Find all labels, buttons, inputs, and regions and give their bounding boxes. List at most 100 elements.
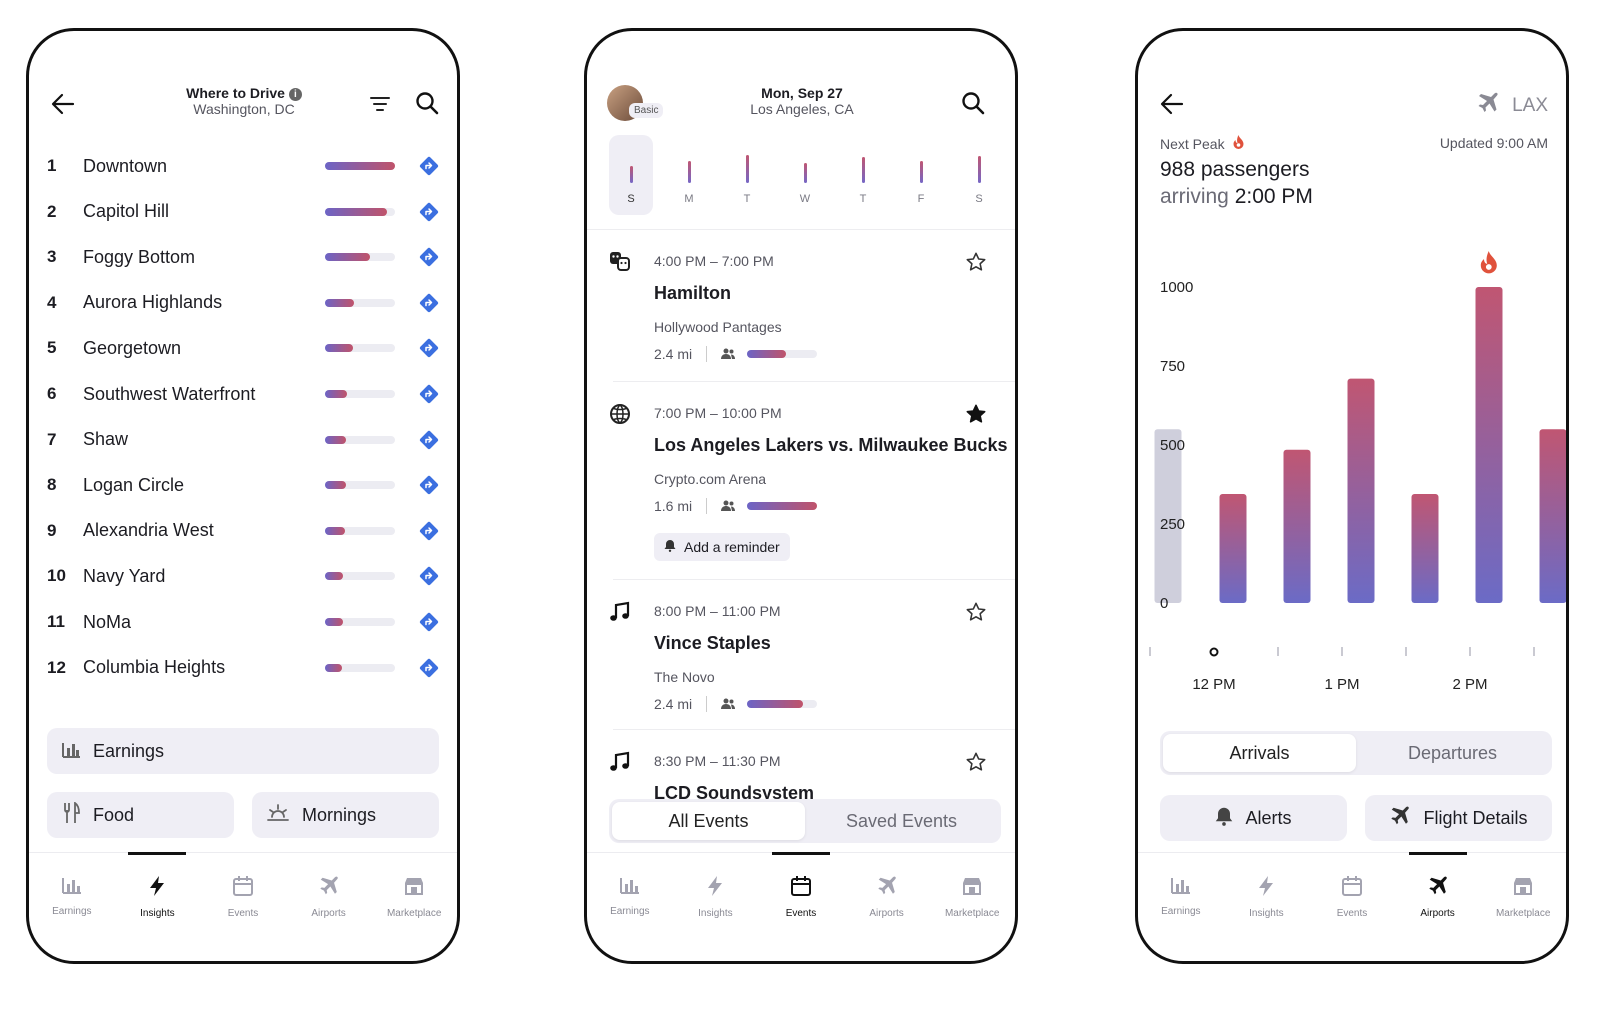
neighborhood-row[interactable]: 3 Foggy Bottom bbox=[47, 234, 439, 280]
neighborhood-row[interactable]: 8 Logan Circle bbox=[47, 462, 439, 508]
info-icon[interactable]: i bbox=[288, 88, 302, 101]
neighborhood-row[interactable]: 2 Capitol Hill bbox=[47, 189, 439, 235]
back-arrow-icon[interactable] bbox=[1160, 93, 1184, 115]
day-selector-5[interactable]: F bbox=[899, 135, 943, 215]
search-icon[interactable] bbox=[961, 91, 985, 115]
neighborhood-rank: 7 bbox=[47, 429, 57, 449]
tab-label: Marketplace bbox=[1495, 908, 1551, 919]
tab-events[interactable]: Events bbox=[758, 852, 844, 961]
marketplace-tab-icon bbox=[961, 875, 983, 900]
y-tick-label: 750 bbox=[1160, 358, 1185, 375]
tab-marketplace[interactable]: Marketplace bbox=[371, 853, 457, 961]
directions-icon[interactable] bbox=[419, 247, 439, 267]
neighborhood-name: Shaw bbox=[83, 429, 129, 450]
crowd-level-bar bbox=[747, 502, 818, 510]
neighborhood-rank: 3 bbox=[47, 247, 57, 267]
y-tick-label: 1000 bbox=[1160, 279, 1193, 296]
filter-icon[interactable] bbox=[369, 95, 391, 113]
neighborhood-row[interactable]: 6 Southwest Waterfront bbox=[47, 371, 439, 417]
neighborhood-list: 1 Downtown 2 Capitol Hill 3 Foggy Bottom 4 Auro… bbox=[29, 143, 457, 711]
chart-bar[interactable] bbox=[1283, 449, 1311, 603]
neighborhood-name: Aurora Highlands bbox=[83, 292, 223, 313]
neighborhood-row[interactable]: 12 Columbia Heights bbox=[47, 645, 439, 691]
alerts-button[interactable]: Alerts bbox=[1160, 795, 1347, 841]
saved-events-tab[interactable]: Saved Events bbox=[845, 810, 958, 831]
neighborhood-row[interactable]: 4 Aurora Highlands bbox=[47, 280, 439, 326]
back-arrow-icon[interactable] bbox=[51, 93, 75, 115]
directions-icon[interactable] bbox=[419, 566, 439, 586]
tab-label: Insights bbox=[140, 908, 175, 919]
tab-marketplace[interactable]: Marketplace bbox=[1480, 853, 1566, 961]
phone-events: Basic Mon, Sep 27 Los Angeles, CA S M T W T F… bbox=[584, 28, 1018, 964]
directions-icon[interactable] bbox=[419, 338, 439, 358]
directions-icon[interactable] bbox=[419, 658, 439, 678]
day-label: T bbox=[743, 193, 751, 205]
departures-tab[interactable]: Departures bbox=[1407, 742, 1498, 763]
day-selector-3[interactable]: W bbox=[783, 135, 827, 215]
tab-airports[interactable]: Airports bbox=[286, 853, 372, 961]
tab-earnings[interactable]: Earnings bbox=[29, 853, 115, 961]
tab-airports[interactable]: Airports bbox=[1395, 852, 1481, 961]
day-label: W bbox=[799, 193, 811, 205]
mornings-button[interactable]: Mornings bbox=[252, 792, 439, 838]
tab-earnings[interactable]: Earnings bbox=[587, 853, 673, 961]
airport-selector[interactable]: LAX bbox=[1476, 91, 1548, 121]
flight-details-button[interactable]: Flight Details bbox=[1365, 795, 1552, 841]
header: Mon, Sep 27 Los Angeles, CA bbox=[707, 85, 897, 117]
star-outline-icon[interactable] bbox=[965, 251, 987, 273]
add-reminder-button[interactable]: Add a reminder bbox=[654, 533, 790, 561]
search-icon[interactable] bbox=[415, 91, 439, 115]
directions-icon[interactable] bbox=[419, 156, 439, 176]
directions-icon[interactable] bbox=[419, 430, 439, 450]
chart-bar[interactable] bbox=[1347, 378, 1375, 603]
neighborhood-row[interactable]: 1 Downtown bbox=[47, 143, 439, 189]
directions-icon[interactable] bbox=[419, 384, 439, 404]
tab-events[interactable]: Events bbox=[1309, 853, 1395, 961]
directions-icon[interactable] bbox=[419, 475, 439, 495]
event-title: Hamilton bbox=[654, 283, 732, 303]
chart-bar[interactable] bbox=[1154, 429, 1182, 603]
bell-icon bbox=[664, 539, 676, 555]
chart-bar[interactable] bbox=[1411, 493, 1439, 603]
tab-events[interactable]: Events bbox=[200, 853, 286, 961]
all-events-tab[interactable]: All Events bbox=[612, 802, 805, 840]
food-button[interactable]: Food bbox=[47, 792, 234, 838]
neighborhood-row[interactable]: 7 Shaw bbox=[47, 417, 439, 463]
event-card[interactable]: 8:30 PM – 11:30 PM LCD Soundsystem bbox=[587, 747, 1015, 807]
day-selector-0[interactable]: S bbox=[609, 135, 653, 215]
neighborhood-row[interactable]: 5 Georgetown bbox=[47, 325, 439, 371]
demand-level-bar bbox=[325, 207, 395, 216]
event-card[interactable]: 7:00 PM – 10:00 PM Los Angeles Lakers vs… bbox=[587, 399, 1015, 579]
tab-earnings[interactable]: Earnings bbox=[1138, 853, 1224, 961]
directions-icon[interactable] bbox=[419, 293, 439, 313]
tab-insights[interactable]: Insights bbox=[673, 853, 759, 961]
arrivals-tab[interactable]: Arrivals bbox=[1163, 734, 1356, 772]
event-card[interactable]: 8:00 PM – 11:00 PM Vince Staples The Nov… bbox=[587, 597, 1015, 747]
chart-bar[interactable] bbox=[1539, 429, 1567, 603]
tab-airports[interactable]: Airports bbox=[844, 853, 930, 961]
day-selector-4[interactable]: T bbox=[841, 135, 885, 215]
directions-icon[interactable] bbox=[419, 612, 439, 632]
day-selector-2[interactable]: T bbox=[725, 135, 769, 215]
neighborhood-row[interactable]: 9 Alexandria West bbox=[47, 508, 439, 554]
neighborhood-name: Logan Circle bbox=[83, 474, 185, 495]
demand-level-bar bbox=[325, 435, 395, 444]
event-card[interactable]: 4:00 PM – 7:00 PM Hamilton Hollywood Pan… bbox=[587, 247, 1015, 397]
star-outline-icon[interactable] bbox=[965, 751, 987, 773]
neighborhood-row[interactable]: 10 Navy Yard bbox=[47, 553, 439, 599]
star-filled-icon[interactable] bbox=[965, 403, 987, 425]
tab-marketplace[interactable]: Marketplace bbox=[929, 853, 1015, 961]
earnings-button[interactable]: Earnings bbox=[47, 728, 439, 774]
star-outline-icon[interactable] bbox=[965, 601, 987, 623]
neighborhood-row[interactable]: 11 NoMa bbox=[47, 599, 439, 645]
directions-icon[interactable] bbox=[419, 521, 439, 541]
tab-insights[interactable]: Insights bbox=[115, 852, 201, 961]
phone-airports: LAX Next Peak Updated 9:00 AM 988 passen… bbox=[1135, 28, 1569, 964]
day-activity-tick bbox=[687, 161, 691, 183]
chart-bar[interactable] bbox=[1219, 493, 1247, 603]
day-selector-6[interactable]: S bbox=[957, 135, 1001, 215]
chart-bar[interactable] bbox=[1475, 287, 1503, 603]
tab-insights[interactable]: Insights bbox=[1224, 853, 1310, 961]
directions-icon[interactable] bbox=[419, 202, 439, 222]
day-selector-1[interactable]: M bbox=[667, 135, 711, 215]
